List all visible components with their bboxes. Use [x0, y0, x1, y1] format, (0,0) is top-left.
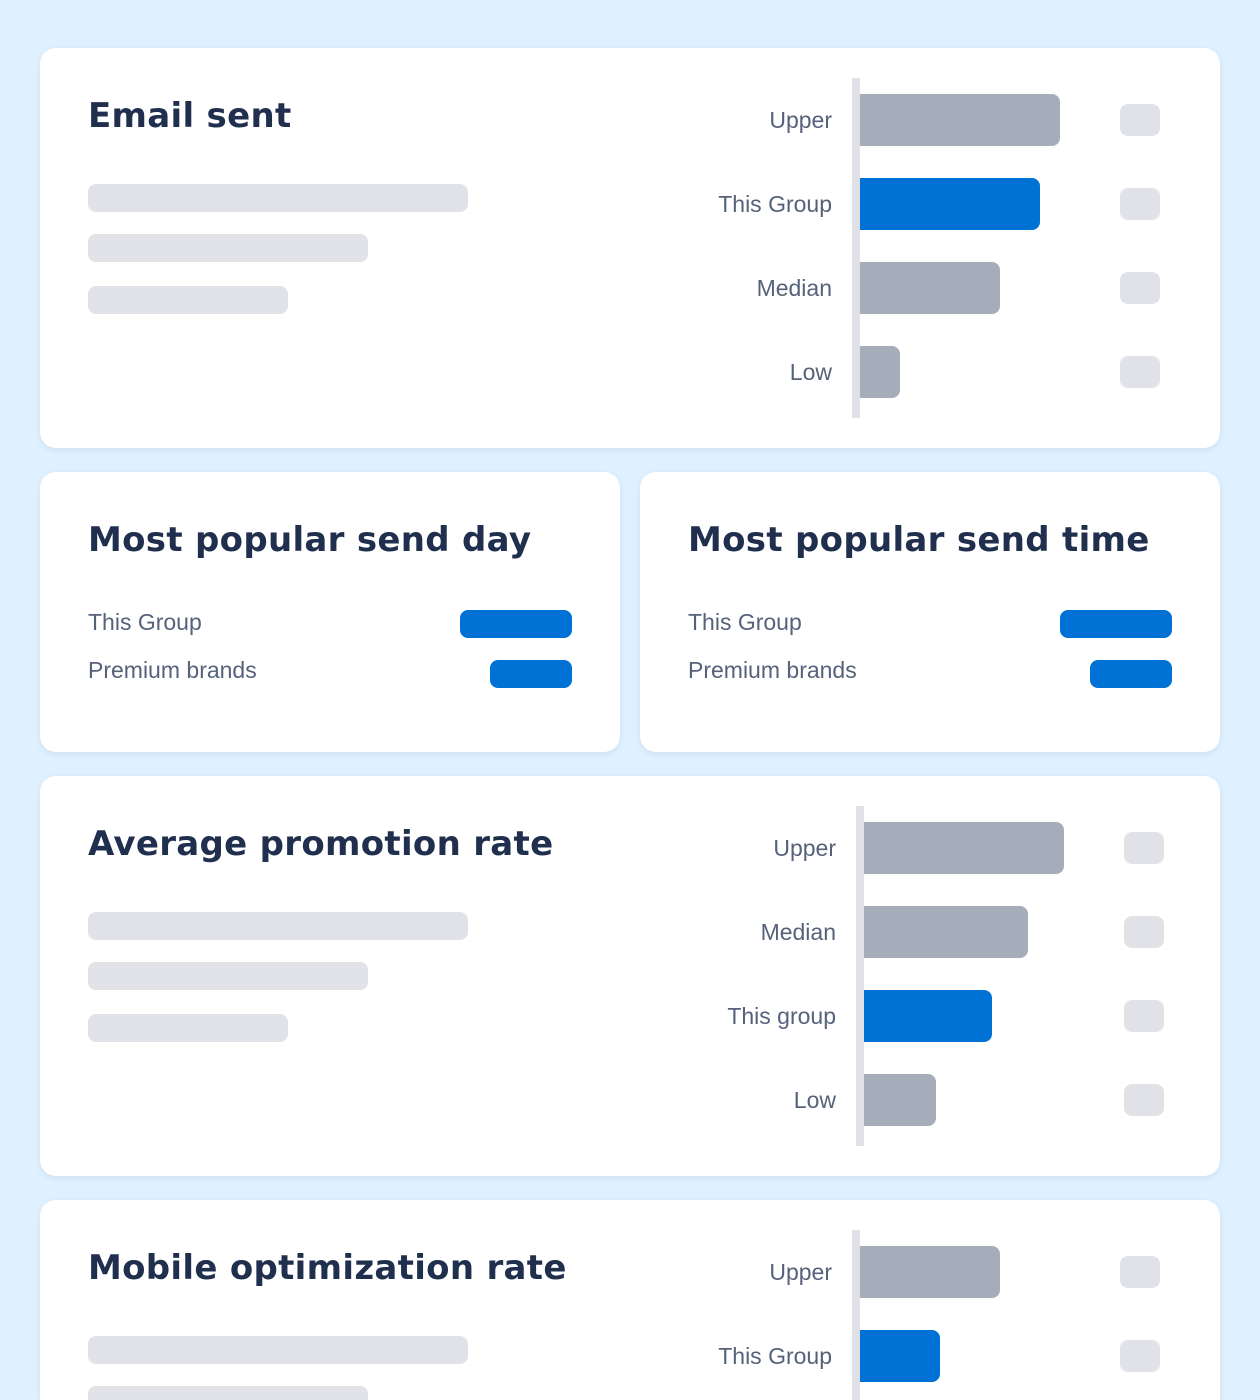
bar: [864, 990, 992, 1042]
email-sent-card: Email sent Upper This Group Median Low: [40, 48, 1220, 448]
value-placeholder: [1124, 832, 1164, 864]
row-label: This Group: [88, 609, 202, 635]
value-placeholder: [1120, 356, 1160, 388]
bar: [864, 906, 1028, 958]
value-placeholder: [1120, 1340, 1160, 1372]
text-placeholder: [88, 912, 468, 940]
row-label: Premium brands: [88, 657, 257, 683]
value-placeholder: [1124, 1000, 1164, 1032]
bar-label: Upper: [769, 107, 832, 133]
bar-label: Median: [760, 919, 836, 945]
text-placeholder: [88, 234, 368, 262]
bar: [860, 1246, 1000, 1298]
bar-label: Upper: [773, 835, 836, 861]
bar: [864, 1074, 936, 1126]
bar: [864, 822, 1064, 874]
mobile-rate-card: Mobile optimization rate Upper This Grou…: [40, 1200, 1220, 1400]
bar: [860, 94, 1060, 146]
bar: [860, 178, 1040, 230]
bar-label: Low: [789, 359, 832, 385]
text-placeholder: [88, 1336, 468, 1364]
value-pill: [460, 610, 572, 638]
text-placeholder: [88, 1014, 288, 1042]
value-placeholder: [1120, 1256, 1160, 1288]
card-title: Most popular send time: [688, 520, 1150, 560]
chart-axis: [852, 1230, 860, 1400]
chart-axis: [852, 78, 860, 418]
promotion-rate-card: Average promotion rate Upper Median This…: [40, 776, 1220, 1176]
value-placeholder: [1120, 104, 1160, 136]
bar-label: Low: [793, 1087, 836, 1113]
value-pill: [490, 660, 572, 688]
text-placeholder: [88, 184, 468, 212]
text-placeholder: [88, 286, 288, 314]
value-placeholder: [1124, 916, 1164, 948]
bar: [860, 1330, 940, 1382]
value-placeholder: [1124, 1084, 1164, 1116]
text-placeholder: [88, 962, 368, 990]
value-pill: [1060, 610, 1172, 638]
bar: [860, 262, 1000, 314]
text-placeholder: [88, 1386, 368, 1400]
card-title: Most popular send day: [88, 520, 532, 560]
bar-label: This Group: [718, 191, 832, 217]
card-title: Email sent: [88, 96, 292, 136]
card-title: Mobile optimization rate: [88, 1248, 567, 1288]
bar-label: Median: [756, 275, 832, 301]
row-label: This Group: [688, 609, 802, 635]
bar-label: This group: [727, 1003, 836, 1029]
value-pill: [1090, 660, 1172, 688]
send-day-card: Most popular send day This Group Premium…: [40, 472, 620, 752]
bar: [860, 346, 900, 398]
row-label: Premium brands: [688, 657, 857, 683]
value-placeholder: [1120, 188, 1160, 220]
value-placeholder: [1120, 272, 1160, 304]
bar-label: This Group: [718, 1343, 832, 1369]
chart-axis: [856, 806, 864, 1146]
send-time-card: Most popular send time This Group Premiu…: [640, 472, 1220, 752]
bar-label: Upper: [769, 1259, 832, 1285]
card-title: Average promotion rate: [88, 824, 554, 864]
